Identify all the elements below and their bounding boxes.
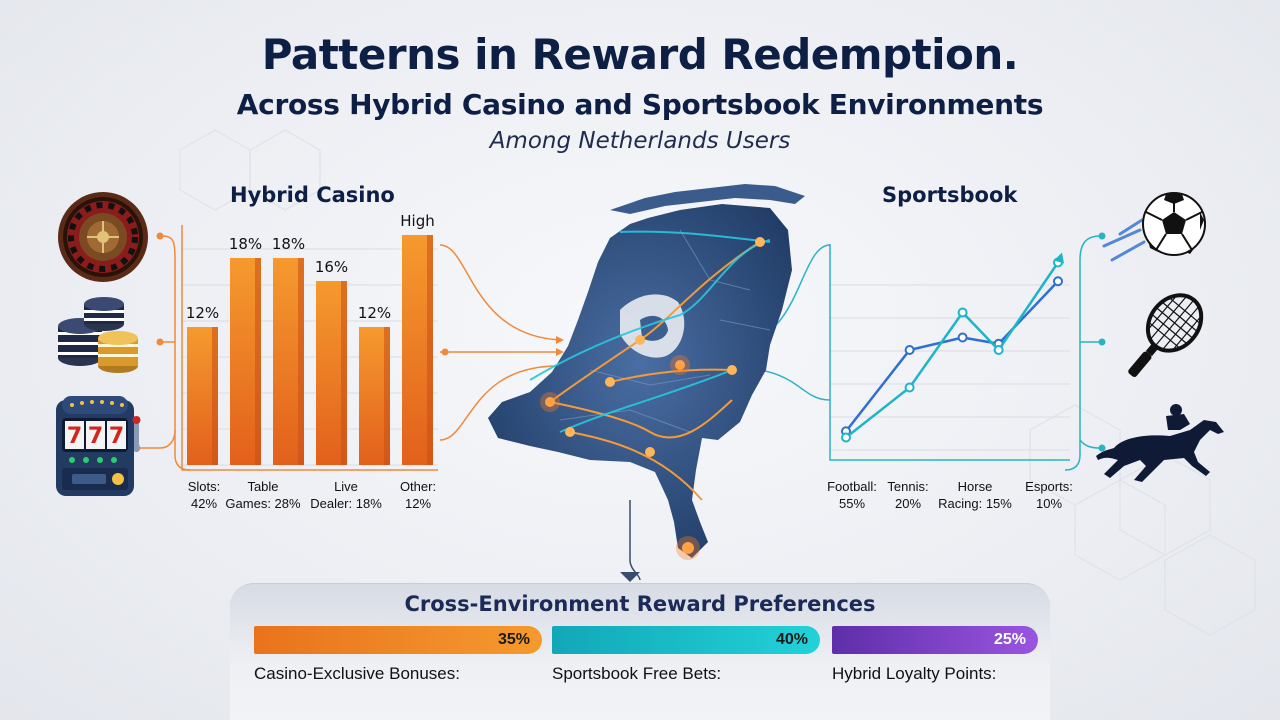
- casino-bar-chart: 12% 18% 18% 16% 12% High: [181, 212, 438, 471]
- sports-data-point: [904, 345, 915, 355]
- horse-racing-icon: [1096, 404, 1224, 482]
- hybrid-loyalty-bar-fill: [832, 626, 1038, 654]
- sports-data-point: [904, 382, 915, 393]
- casino-bonus-label: Casino-Exclusive Bonuses:: [254, 664, 460, 683]
- svg-text:7: 7: [109, 424, 124, 449]
- casino-bonus-value: 35%: [497, 631, 531, 648]
- casino-bar-shade: [427, 235, 433, 465]
- svg-text:7: 7: [88, 424, 103, 449]
- casino-bar-label: High: [400, 212, 434, 230]
- sports-category-label: Tennis: 20%: [887, 479, 929, 511]
- casino-axis: [181, 225, 438, 471]
- sports-trend-arrow: [1054, 252, 1064, 264]
- casino-category-label: Other: 12%: [399, 479, 437, 511]
- casino-chart-title: Hybrid Casino: [230, 183, 395, 207]
- page-title: Patterns in Reward Redemption.: [261, 30, 1019, 79]
- netherlands-map-icon: [488, 184, 805, 560]
- page-subtitle: Across Hybrid Casino and Sportsbook Envi…: [236, 88, 1044, 121]
- hybrid-loyalty-value: 25%: [993, 631, 1027, 648]
- sports-category-label: Horse Racing: 15%: [938, 479, 1012, 511]
- sportsbook-freebet-bar-fill: [552, 626, 820, 654]
- roulette-icon: [58, 192, 148, 282]
- casino-bar-shade: [298, 258, 304, 465]
- casino-bar-shade: [255, 258, 261, 465]
- page-tagline: Among Netherlands Users: [489, 128, 791, 154]
- sports-line-chart: [829, 244, 1070, 461]
- casino-bar-shade: [384, 327, 390, 465]
- hybrid-loyalty-bar: 25%: [832, 626, 1038, 654]
- sports-data-point: [1053, 276, 1063, 287]
- casino-category-label: Table Games: 28%: [225, 479, 301, 511]
- sports-chart-title: Sportsbook: [882, 183, 1018, 207]
- casino-bar-label: 12%: [358, 304, 391, 322]
- sportsbook-freebet-bar: 40%: [552, 626, 820, 654]
- casino-bar-label: 18%: [272, 235, 305, 253]
- tennis-racket-icon: [1128, 293, 1204, 378]
- sports-data-point: [957, 332, 968, 343]
- sports-data-point: [957, 307, 968, 318]
- casino-bar-label: 16%: [315, 258, 348, 276]
- svg-text:7: 7: [67, 424, 82, 449]
- sportsbook-freebet-label: Sportsbook Free Bets:: [552, 664, 722, 683]
- casino-bar-shade: [212, 327, 218, 465]
- casino-bar-label: 12%: [186, 304, 219, 322]
- casino-category-label: Live Dealer: 18%: [310, 479, 382, 511]
- sports-series-line: [845, 280, 1059, 433]
- hybrid-loyalty-label: Hybrid Loyalty Points:: [832, 664, 997, 683]
- preferences-title: Cross-Environment Reward Preferences: [404, 592, 876, 616]
- sports-data-point: [993, 345, 1004, 355]
- casino-bonus-bar-fill: [254, 626, 542, 654]
- sportsbook-freebet-value: 40%: [775, 631, 809, 648]
- sports-data-point: [841, 432, 851, 443]
- sports-axis: [829, 244, 1070, 461]
- casino-category-label: Slots: 42%: [187, 479, 221, 511]
- casino-bar-label: 18%: [229, 235, 262, 253]
- poker-chips-icon: [58, 297, 138, 373]
- sports-series-line: [845, 261, 1060, 439]
- casino-bonus-bar: 35%: [254, 626, 542, 654]
- soccer-ball-icon: [1102, 192, 1206, 262]
- sports-category-label: Football: 55%: [827, 479, 877, 511]
- casino-bar-shade: [341, 281, 347, 465]
- sports-category-label: Esports: 10%: [1025, 479, 1073, 511]
